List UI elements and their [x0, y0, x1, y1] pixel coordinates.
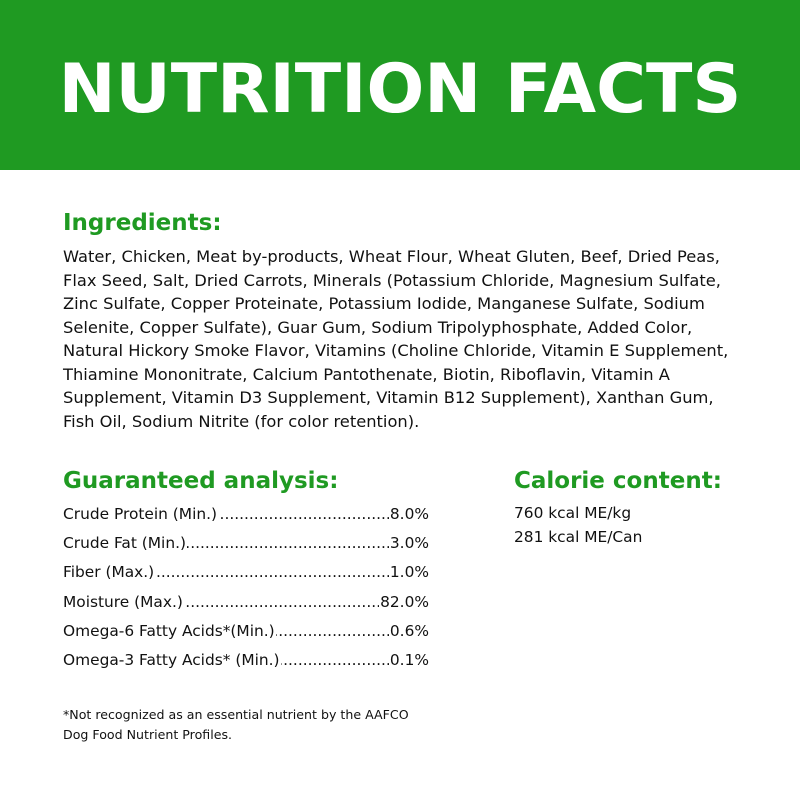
aafco-footnote: *Not recognized as an essential nutrient… — [63, 705, 463, 744]
calorie-line-per-can: 281 kcal ME/Can — [514, 527, 643, 546]
calorie-content-heading: Calorie content: — [514, 468, 722, 494]
analysis-row-omega-3: ........................................… — [63, 647, 429, 677]
analysis-value: 1.0% — [388, 560, 429, 585]
analysis-value: 0.6% — [388, 618, 429, 643]
analysis-label: Omega-6 Fatty Acids*(Min.) — [63, 618, 276, 643]
ingredients-text: Water, Chicken, Meat by-products, Wheat … — [63, 247, 729, 431]
page-title: NUTRITION FACTS — [58, 50, 742, 129]
calorie-content-list: 760 kcal ME/kg 281 kcal ME/Can — [514, 502, 764, 549]
title-banner: NUTRITION FACTS — [0, 0, 800, 170]
analysis-value: 82.0% — [379, 589, 429, 614]
ingredients-heading: Ingredients: — [63, 210, 222, 236]
analysis-value: 3.0% — [388, 531, 429, 556]
analysis-value: 0.1% — [388, 647, 429, 672]
calorie-line-per-kg: 760 kcal ME/kg — [514, 504, 632, 522]
analysis-label: Omega-3 Fatty Acids* (Min.) — [63, 647, 281, 672]
analysis-label: Crude Protein (Min.) — [63, 502, 219, 526]
analysis-label: Crude Fat (Min.) — [63, 531, 187, 556]
analysis-row-moisture: ........................................… — [63, 589, 429, 619]
analysis-row-omega-6: ........................................… — [63, 618, 429, 648]
footnote-line: Dog Food Nutrient Profiles. — [63, 726, 233, 742]
analysis-label: Moisture (Max.) — [63, 589, 184, 614]
analysis-row-fiber: ........................................… — [63, 560, 429, 589]
guaranteed-analysis-heading: Guaranteed analysis: — [63, 468, 339, 494]
analysis-value: 8.0% — [388, 502, 429, 526]
analysis-row-crude-fat: ........................................… — [63, 531, 429, 560]
guaranteed-analysis-list: ........................................… — [63, 502, 429, 677]
footnote-line: *Not recognized as an essential nutrient… — [63, 707, 409, 722]
analysis-label: Fiber (Max.) — [63, 560, 156, 585]
analysis-row-crude-protein: ........................................… — [63, 502, 429, 531]
